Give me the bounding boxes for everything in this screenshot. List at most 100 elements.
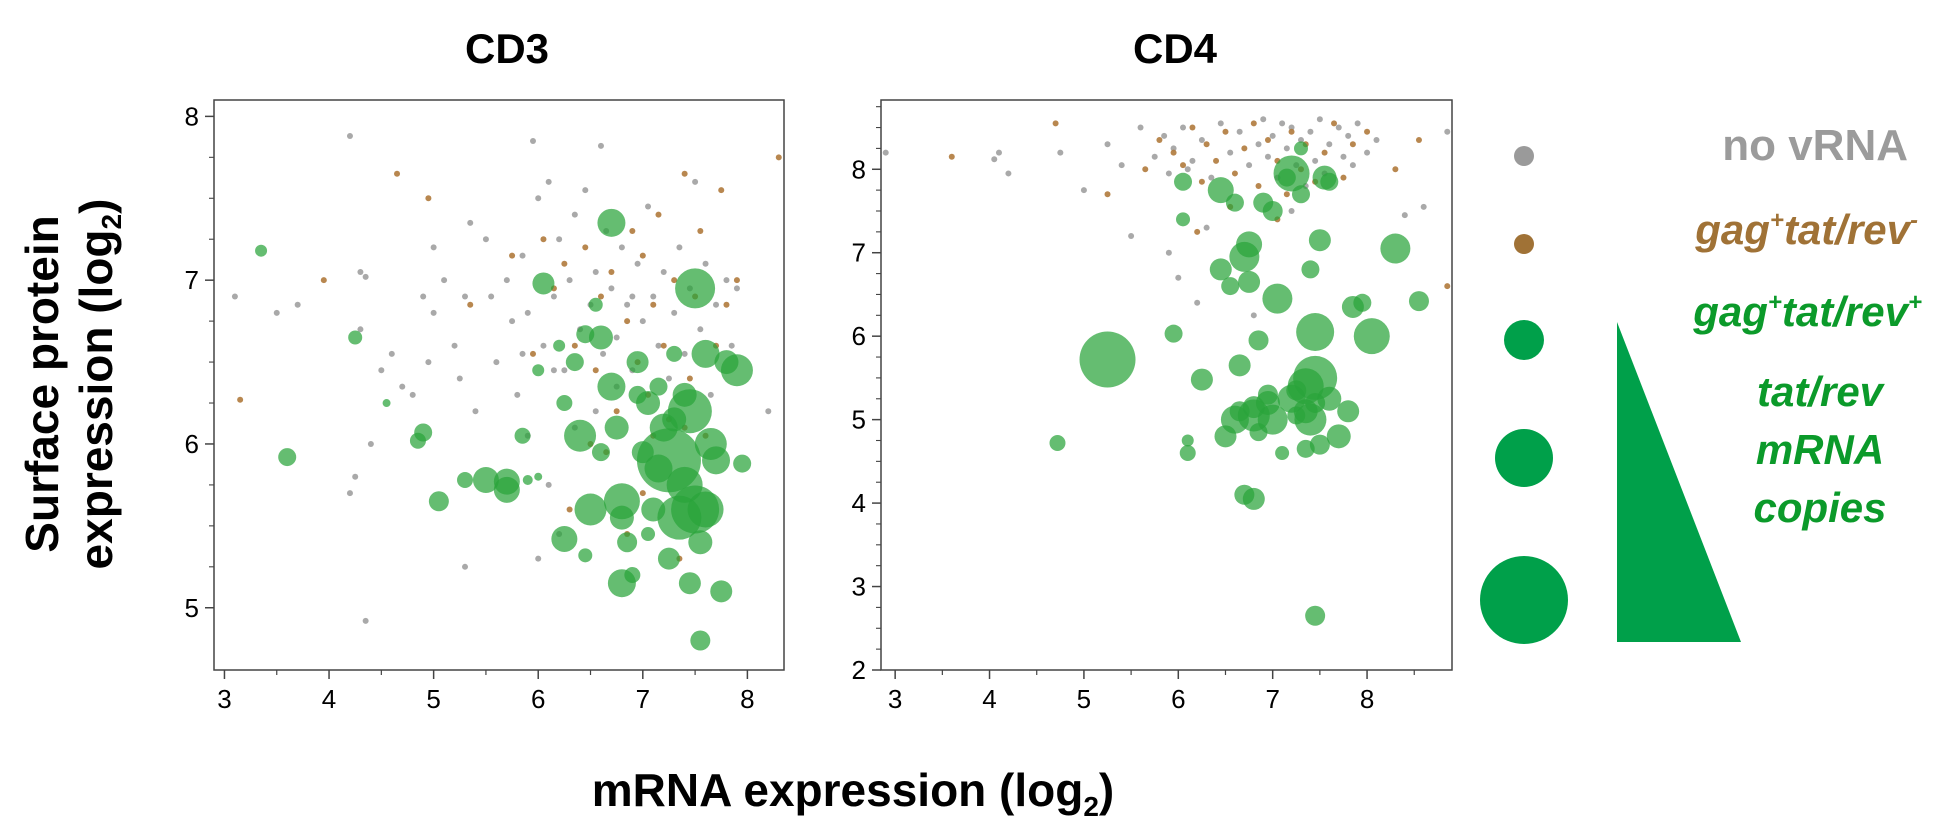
cd3-gag-pos-tatrev-neg-point xyxy=(613,408,620,415)
cd3-no-vrna-point xyxy=(582,187,589,194)
legend-gag-neg-sup2: - xyxy=(1910,207,1918,234)
legend-gag-pos-tatrev-neg-marker xyxy=(1514,234,1534,254)
cd3-gag-pos-tatrev-neg-point xyxy=(571,342,578,349)
cd3-no-vrna-point xyxy=(420,293,427,300)
cd4-no-vrna-point xyxy=(1401,212,1408,219)
cd4-no-vrna-point xyxy=(1236,128,1243,135)
cd3-no-vrna-point xyxy=(362,273,369,280)
cd3-gag-pos-tatrev-neg-point xyxy=(650,301,657,308)
cd4-gag-pos-tatrev-neg-point xyxy=(1222,128,1229,135)
x-axis-label-subscript: 2 xyxy=(1083,791,1099,822)
cd3-gag-pos-tatrev-neg-point xyxy=(624,318,631,325)
cd3-gag-pos-tatrev-pos-point xyxy=(578,548,593,563)
cd3-no-vrna-point xyxy=(660,268,667,275)
cd3-gag-pos-tatrev-neg-point xyxy=(540,236,547,243)
cd3-gag-pos-tatrev-pos-point xyxy=(414,423,433,442)
y-axis-label: Surface protein expression (log2) xyxy=(16,199,127,570)
cd4-gag-pos-tatrev-neg-point xyxy=(1321,149,1328,156)
cd4-gag-pos-tatrev-pos-point xyxy=(1273,155,1310,192)
cd3-no-vrna-point xyxy=(535,555,542,562)
cd3-gag-pos-tatrev-neg-point xyxy=(509,252,516,259)
cd4-no-vrna-point xyxy=(1165,249,1172,256)
cd3-no-vrna-point xyxy=(472,408,479,415)
cd3-no-vrna-point xyxy=(692,178,699,185)
legend-gag-pos-sup2: + xyxy=(1908,289,1922,316)
cd3-no-vrna-point xyxy=(509,318,516,325)
cd3-gag-pos-tatrev-pos-point xyxy=(666,345,683,362)
legend-gag-pos-sup1: + xyxy=(1768,289,1782,316)
cd4-y-tick-label: 8 xyxy=(852,154,866,184)
cd4-gag-pos-tatrev-pos-point xyxy=(1179,445,1196,462)
cd3-gag-pos-tatrev-pos-point xyxy=(428,491,449,512)
cd3-gag-pos-tatrev-pos-point xyxy=(493,468,520,495)
cd3-no-vrna-point xyxy=(645,203,652,210)
cd4-no-vrna-point xyxy=(1260,116,1267,123)
legend-copies-line1: tat/rev xyxy=(1757,368,1886,415)
cd4-y-tick-label: 3 xyxy=(852,572,866,602)
cd3-gag-pos-tatrev-pos-point xyxy=(641,527,656,542)
cd4-no-vrna-point xyxy=(1198,137,1205,144)
cd3-no-vrna-point xyxy=(493,359,500,366)
cd4-no-vrna-point xyxy=(1180,124,1187,131)
cd3-gag-pos-tatrev-neg-point xyxy=(529,350,536,357)
cd4-no-vrna-point xyxy=(1354,120,1361,127)
cd4-plot-frame xyxy=(880,99,1453,671)
cd4-gag-pos-tatrev-neg-point xyxy=(1255,182,1262,189)
cd4-gag-pos-tatrev-pos-point xyxy=(1079,331,1136,388)
cd3-no-vrna-point xyxy=(430,309,437,316)
cd3-gag-pos-tatrev-neg-point xyxy=(671,277,678,284)
legend-no-vrna-marker xyxy=(1514,146,1534,166)
cd3-no-vrna-point xyxy=(650,293,657,300)
cd4-gag-pos-tatrev-pos-point xyxy=(1229,401,1250,422)
cd3-gag-pos-tatrev-neg-point xyxy=(686,375,693,382)
cd3-no-vrna-point xyxy=(550,293,557,300)
cd4-gag-pos-tatrev-pos-point xyxy=(1308,229,1331,252)
legend-size-medium-marker xyxy=(1495,429,1553,487)
cd3-no-vrna-point xyxy=(346,490,353,497)
cd4-no-vrna-point xyxy=(1373,137,1380,144)
legend-no-vrna-label: no vRNA xyxy=(1722,121,1908,170)
cd3-no-vrna-point xyxy=(514,391,521,398)
cd4-no-vrna-point xyxy=(1128,233,1135,240)
cd3-x-tick-label: 3 xyxy=(217,684,231,714)
cd3-no-vrna-point xyxy=(399,383,406,390)
cd3-y-tick-label: 8 xyxy=(185,101,199,131)
cd4-gag-pos-tatrev-pos-point xyxy=(1353,293,1372,312)
legend-size-large-marker xyxy=(1480,556,1568,644)
cd4-gag-pos-tatrev-pos-point xyxy=(1238,270,1261,293)
cd3-no-vrna-point xyxy=(634,260,641,267)
cd3-no-vrna-point xyxy=(357,268,364,275)
cd3-x-tick-label: 6 xyxy=(531,684,545,714)
cd4-gag-pos-tatrev-pos-point xyxy=(1225,193,1244,212)
cd3-gag-pos-tatrev-neg-point xyxy=(467,301,474,308)
cd3-no-vrna-point xyxy=(713,301,720,308)
cd3-no-vrna-point xyxy=(357,326,364,333)
cd3-gag-pos-tatrev-pos-point xyxy=(348,330,363,345)
cd4-y-tick-label: 2 xyxy=(852,655,866,685)
cd3-gag-pos-tatrev-pos-point xyxy=(607,569,636,598)
cd4-no-vrna-point xyxy=(1189,157,1196,164)
cd4-no-vrna-point xyxy=(1264,153,1271,160)
cd3-no-vrna-point xyxy=(545,481,552,488)
cd3-no-vrna-point xyxy=(733,285,740,292)
cd3-no-vrna-point xyxy=(346,133,353,140)
cd3-gag-pos-tatrev-neg-point xyxy=(394,170,401,177)
cd3-no-vrna-point xyxy=(545,178,552,185)
cd3-gag-pos-tatrev-pos-point xyxy=(657,547,680,570)
legend-gag-pos-tatrev-neg-label: gag+tat/rev- xyxy=(1694,206,1918,253)
cd3-x-tick-label: 4 xyxy=(322,684,336,714)
cd3-no-vrna-point xyxy=(540,342,547,349)
cd3-gag-pos-tatrev-neg-point xyxy=(718,187,725,194)
cd4-no-vrna-point xyxy=(1005,170,1012,177)
cd3-gag-pos-tatrev-neg-point xyxy=(639,490,646,497)
cd4-gag-pos-tatrev-pos-point xyxy=(1221,277,1240,296)
cd3-no-vrna-point xyxy=(702,260,709,267)
cd3-no-vrna-point xyxy=(618,244,625,251)
cd3-gag-pos-tatrev-pos-point xyxy=(628,385,647,404)
cd4-gag-pos-tatrev-neg-point xyxy=(1331,120,1338,127)
cd4-gag-pos-tatrev-neg-point xyxy=(1170,149,1177,156)
cd3-gag-pos-tatrev-pos-point xyxy=(564,419,597,452)
cd4-gag-pos-tatrev-pos-point xyxy=(1242,487,1265,510)
cd3-gag-pos-tatrev-neg-point xyxy=(320,277,327,284)
cd3-no-vrna-point xyxy=(665,375,672,382)
